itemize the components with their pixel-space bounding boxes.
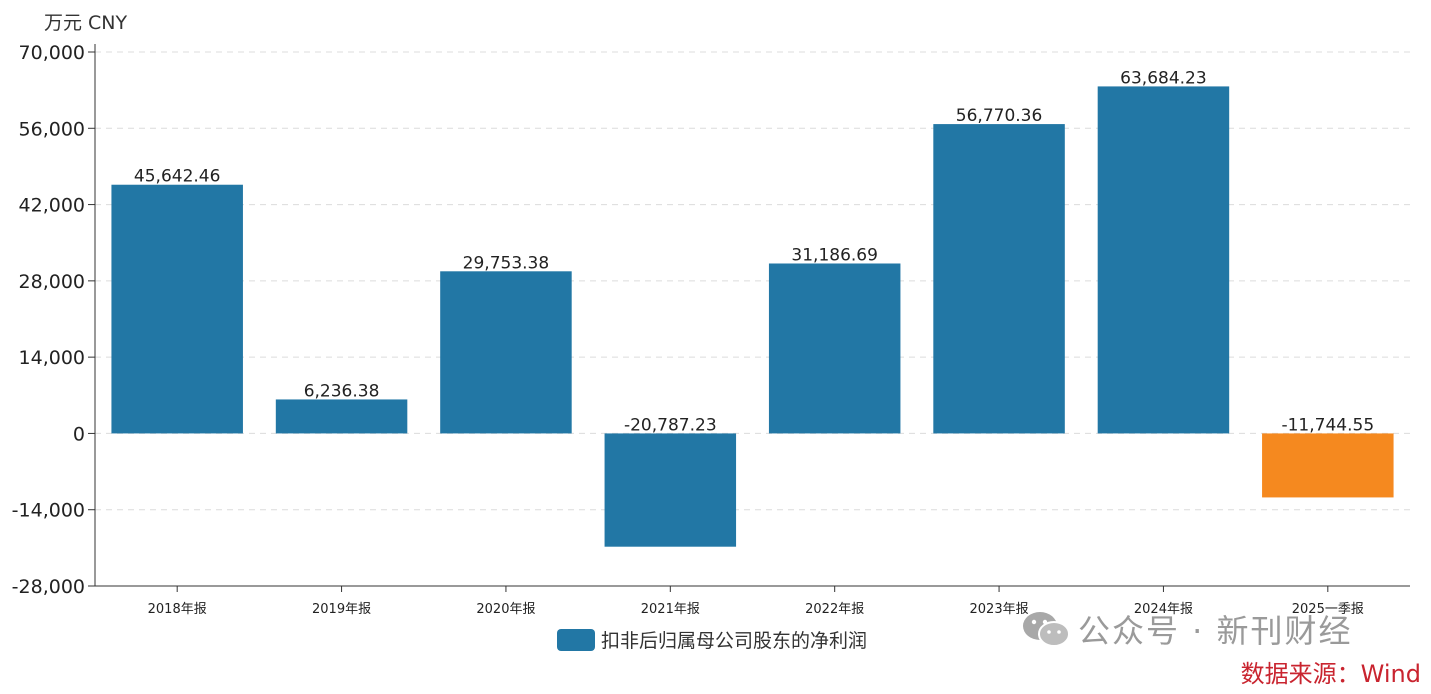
- y-tick-label: 0: [73, 423, 85, 445]
- data-label: 31,186.69: [791, 245, 878, 265]
- x-tick-label: 2021年报: [641, 602, 700, 617]
- bar: [440, 271, 572, 434]
- bar: [111, 184, 243, 434]
- bar: [604, 433, 737, 547]
- x-tick-label: 2022年报: [805, 602, 864, 617]
- bar: [1097, 86, 1230, 434]
- data-label: 29,753.38: [463, 253, 550, 273]
- bar: [933, 124, 1065, 434]
- y-axis-unit-label: 万元 CNY: [44, 12, 128, 34]
- y-tick-label: 42,000: [19, 195, 85, 217]
- y-tick-label: 56,000: [19, 118, 85, 140]
- y-tick-label: 28,000: [19, 271, 85, 293]
- data-label: 45,642.46: [134, 167, 221, 187]
- legend-swatch: [557, 628, 595, 651]
- x-tick-label: 2025一季报: [1292, 602, 1364, 617]
- y-tick-label: -28,000: [12, 576, 85, 598]
- x-tick-label: 2020年报: [476, 602, 535, 617]
- legend-label: 扣非后归属母公司股东的净利润: [601, 630, 868, 652]
- data-label: -11,744.55: [1281, 415, 1374, 435]
- data-source-label: 数据来源：Wind: [1240, 660, 1421, 688]
- bar: [1262, 433, 1394, 498]
- bar: [275, 399, 408, 434]
- x-tick-label: 2018年报: [148, 602, 207, 617]
- wechat-icon: [1023, 612, 1070, 647]
- data-label: 56,770.36: [956, 106, 1043, 126]
- y-tick-label: 14,000: [19, 347, 85, 369]
- watermark: 公众号 · 新刊财经: [1020, 606, 1353, 652]
- data-label: -20,787.23: [624, 415, 717, 435]
- x-tick-label: 2023年报: [970, 602, 1029, 617]
- x-tick-label: 2019年报: [312, 602, 371, 617]
- y-tick-label: 70,000: [19, 42, 85, 64]
- legend[interactable]: 扣非后归属母公司股东的净利润: [557, 626, 867, 653]
- y-tick-label: -14,000: [12, 500, 85, 522]
- bar: [768, 263, 901, 434]
- x-tick-label: 2024年报: [1134, 602, 1193, 617]
- data-label: 6,236.38: [304, 381, 380, 401]
- data-label: 63,684.23: [1120, 68, 1207, 88]
- watermark-text: 公众号 · 新刊财经: [1078, 612, 1353, 650]
